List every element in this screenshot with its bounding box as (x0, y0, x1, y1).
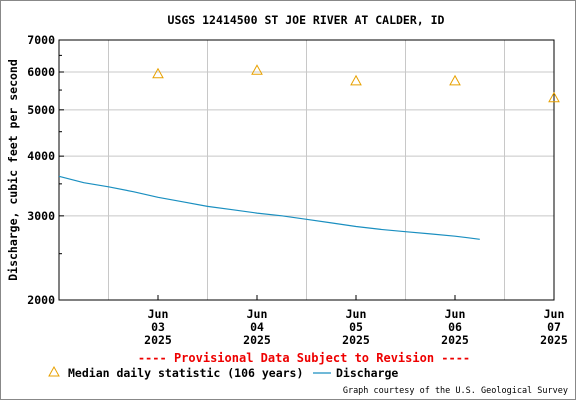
discharge-series (58, 175, 480, 240)
x-tick-year: 2025 (243, 333, 271, 347)
chart-title: USGS 12414500 ST JOE RIVER AT CALDER, ID (168, 13, 445, 27)
median-marker (152, 67, 164, 79)
x-tick-month: Jun (346, 307, 367, 321)
median-marker (449, 74, 461, 86)
plot-area (58, 39, 555, 301)
legend-median-label: Median daily statistic (106 years) (68, 366, 303, 380)
x-tick-day: 07 (547, 320, 561, 334)
x-tick-month: Jun (247, 307, 268, 321)
legend-median-triangle-icon (48, 365, 60, 377)
x-tick-month: Jun (148, 307, 169, 321)
y-tick-label: 6000 (27, 65, 55, 79)
credit-text: Graph courtesy of the U.S. Geological Su… (343, 386, 568, 396)
x-tick-day: 03 (151, 320, 165, 334)
median-marker (350, 74, 362, 86)
legend-discharge-label: Discharge (336, 366, 398, 380)
provisional-note: ---- Provisional Data Subject to Revisio… (138, 351, 470, 365)
x-tick-month: Jun (445, 307, 466, 321)
x-axis-ticks: Jun032025Jun042025Jun052025Jun062025Jun0… (144, 295, 568, 347)
y-tick-label: 4000 (27, 149, 55, 163)
x-tick-year: 2025 (441, 333, 469, 347)
x-tick-day: 04 (250, 320, 264, 334)
legend: Median daily statistic (106 years) Disch… (48, 365, 398, 380)
y-axis-label: Discharge, cubic feet per second (6, 59, 20, 281)
y-tick-label: 5000 (27, 103, 55, 117)
y-tick-label: 7000 (27, 33, 55, 47)
x-tick-year: 2025 (144, 333, 172, 347)
x-tick-year: 2025 (342, 333, 370, 347)
x-tick-day: 06 (448, 320, 462, 334)
median-marker (251, 64, 263, 75)
grid-lines (59, 40, 554, 300)
x-tick-month: Jun (544, 307, 565, 321)
x-tick-year: 2025 (540, 333, 568, 347)
y-tick-label: 3000 (27, 209, 55, 223)
median-series (152, 64, 560, 103)
median-marker (548, 91, 560, 103)
x-tick-day: 05 (349, 320, 363, 334)
y-tick-label: 2000 (27, 293, 55, 307)
discharge-line (58, 175, 480, 240)
y-axis-ticks: 2000 3000 4000 5000 6000 7000 (27, 33, 64, 307)
